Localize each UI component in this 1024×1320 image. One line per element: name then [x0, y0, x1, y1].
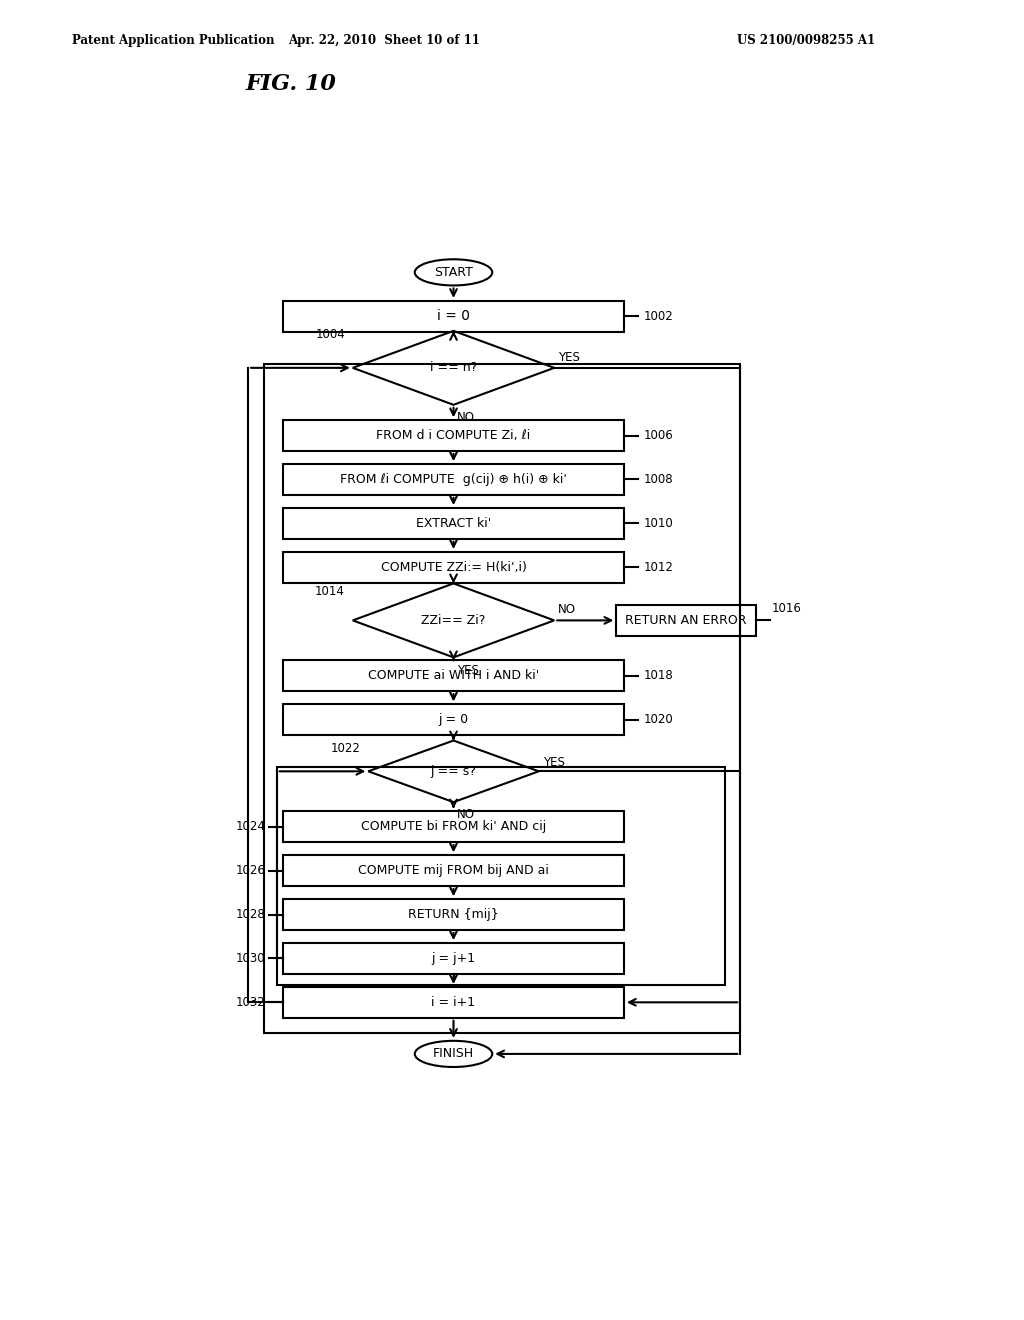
Text: START: START	[434, 265, 473, 279]
Text: US 2100/0098255 A1: US 2100/0098255 A1	[737, 34, 876, 48]
Text: 1008: 1008	[644, 473, 674, 486]
Text: COMPUTE ZZi:= H(ki',i): COMPUTE ZZi:= H(ki',i)	[381, 561, 526, 574]
Text: i == n?: i == n?	[430, 362, 477, 375]
Text: ZZi== Zi?: ZZi== Zi?	[421, 614, 485, 627]
Text: 1018: 1018	[644, 669, 674, 682]
Text: 1002: 1002	[644, 310, 674, 323]
Text: i = 0: i = 0	[437, 309, 470, 323]
Text: 1026: 1026	[236, 865, 265, 878]
Text: 1022: 1022	[331, 742, 360, 755]
Text: NO: NO	[458, 411, 475, 424]
Text: j = 0: j = 0	[438, 713, 469, 726]
Text: FROM d i COMPUTE Zi, ℓi: FROM d i COMPUTE Zi, ℓi	[377, 429, 530, 442]
Text: YES: YES	[458, 664, 479, 677]
Text: 1032: 1032	[236, 995, 265, 1008]
Text: 1004: 1004	[315, 329, 345, 342]
Text: 1016: 1016	[771, 602, 801, 615]
Text: 1028: 1028	[236, 908, 265, 921]
Text: RETURN {mij}: RETURN {mij}	[409, 908, 499, 921]
Text: RETURN AN ERROR: RETURN AN ERROR	[626, 614, 746, 627]
Text: YES: YES	[558, 351, 580, 363]
Text: YES: YES	[543, 755, 564, 768]
Text: j = j+1: j = j+1	[431, 952, 475, 965]
Text: 1012: 1012	[644, 561, 674, 574]
Text: EXTRACT ki': EXTRACT ki'	[416, 517, 492, 529]
Text: 1020: 1020	[644, 713, 674, 726]
Text: Apr. 22, 2010  Sheet 10 of 11: Apr. 22, 2010 Sheet 10 of 11	[288, 34, 480, 48]
Text: COMPUTE bi FROM ki' AND cij: COMPUTE bi FROM ki' AND cij	[360, 820, 546, 833]
Text: NO: NO	[458, 808, 475, 821]
Text: 1014: 1014	[315, 585, 345, 598]
Text: 1010: 1010	[644, 517, 674, 529]
Text: Patent Application Publication: Patent Application Publication	[72, 34, 274, 48]
Text: COMPUTE mij FROM bij AND ai: COMPUTE mij FROM bij AND ai	[358, 865, 549, 878]
Text: i = i+1: i = i+1	[431, 995, 475, 1008]
Text: COMPUTE ai WITH i AND ki': COMPUTE ai WITH i AND ki'	[368, 669, 539, 682]
Text: 1006: 1006	[644, 429, 674, 442]
Text: FIG. 10: FIG. 10	[246, 73, 337, 95]
Text: FROM ℓi COMPUTE  g(cij) ⊕ h(i) ⊕ ki': FROM ℓi COMPUTE g(cij) ⊕ h(i) ⊕ ki'	[340, 473, 567, 486]
Text: 1024: 1024	[236, 820, 265, 833]
Text: 1030: 1030	[236, 952, 265, 965]
Text: NO: NO	[558, 603, 577, 616]
Text: FINISH: FINISH	[433, 1047, 474, 1060]
Text: j == s?: j == s?	[430, 764, 476, 777]
